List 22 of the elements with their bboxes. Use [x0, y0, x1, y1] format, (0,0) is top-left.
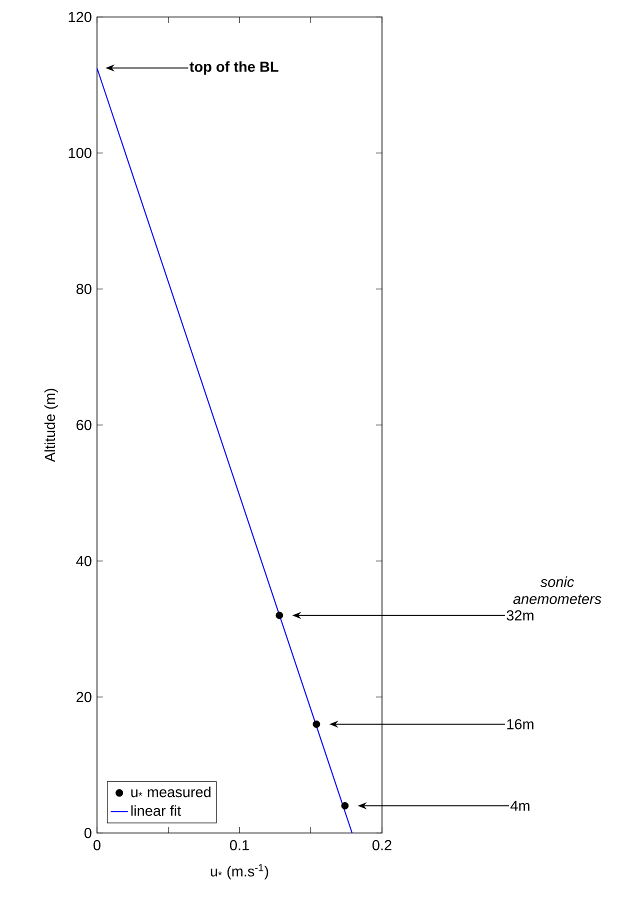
point: [312, 720, 320, 728]
x-axis-title: u$_{*}$ (m.s$^{-1}$): [210, 864, 268, 880]
text: 16m: [507, 719, 534, 730]
y-tick-label: 0: [84, 828, 92, 838]
y-tick-label: 100: [68, 148, 92, 158]
legend-label: u$_{*}$ measured: [131, 786, 210, 798]
y-tick-label: 60: [76, 420, 92, 430]
y-axis-title: Altitude (m): [44, 388, 58, 462]
y-tick-label: 40: [76, 556, 92, 566]
legend-label: linear fit: [131, 805, 182, 816]
text: 32m: [506, 610, 534, 621]
y-tick-label: 120: [68, 12, 92, 22]
y-tick-label: 80: [76, 284, 92, 294]
x-tick-label: 0: [94, 840, 100, 850]
annotation: top of the BL: [190, 61, 278, 75]
y-tick-label: 20: [76, 692, 92, 702]
x-tick-label: 0.2: [372, 840, 392, 850]
point: [341, 802, 349, 810]
text: 4m: [510, 800, 530, 811]
x-tick-label: 0.1: [230, 840, 249, 850]
text: sonic anemometers: [513, 576, 602, 604]
point: [276, 612, 284, 620]
